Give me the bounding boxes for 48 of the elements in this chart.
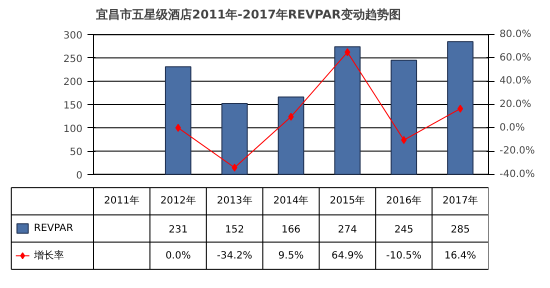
- legend-label: 增长率: [32, 249, 64, 262]
- x-tick-label: 2012年: [160, 194, 196, 207]
- data-label: 274: [338, 224, 357, 236]
- point: [401, 136, 407, 144]
- y2-tick-label: 60.0%: [500, 52, 532, 64]
- x-tick-label: 2015年: [330, 194, 366, 207]
- y2-tick-label: 0.0%: [500, 122, 525, 134]
- y-tick-label: 100: [63, 124, 83, 135]
- data-label: 64.9%: [332, 250, 364, 262]
- data-label: 166: [281, 224, 301, 236]
- y2-tick-label: -40.0%: [500, 168, 535, 180]
- data-label: 16.4%: [444, 250, 476, 262]
- y-tick-label: 200: [63, 77, 83, 88]
- data-label: 285: [450, 224, 470, 236]
- x-tick-label: 2011年: [104, 194, 140, 207]
- chart-title: 宜昌市五星级酒店2011年-2017年REVPAR变动趋势图: [96, 8, 401, 22]
- x-tick-label: 2014年: [273, 194, 309, 207]
- y-tick-label: 250: [63, 54, 83, 65]
- x-tick-label: 2016年: [386, 194, 422, 207]
- data-label: -10.5%: [386, 250, 422, 262]
- point: [232, 164, 238, 172]
- bar: [221, 103, 248, 175]
- point: [288, 112, 294, 121]
- y2-tick-label: 20.0%: [500, 98, 532, 110]
- y-tick-label: 50: [70, 147, 83, 158]
- y-tick-label: 150: [63, 100, 83, 112]
- data-label: 245: [394, 224, 414, 236]
- y2-tick-label: -20.0%: [500, 146, 535, 157]
- bar: [390, 60, 418, 175]
- x-tick-label: 2017年: [442, 194, 478, 207]
- y-tick-label: 300: [63, 30, 83, 42]
- bar: [334, 46, 361, 175]
- data-label: 0.0%: [165, 250, 191, 262]
- y-tick-label: 0: [76, 170, 83, 182]
- bar: [447, 41, 474, 175]
- data-label: 152: [225, 224, 244, 236]
- data-label: -34.2%: [216, 250, 252, 262]
- y2-tick-label: 80.0%: [500, 29, 532, 40]
- legend-label: REVPAR: [34, 223, 74, 234]
- point: [175, 124, 181, 132]
- bar: [278, 96, 304, 175]
- data-label: 9.5%: [278, 250, 304, 262]
- point: [457, 104, 464, 113]
- data-label: 231: [168, 224, 188, 236]
- point: [344, 48, 350, 56]
- bar: [164, 66, 192, 175]
- y2-tick-label: 40.0%: [500, 76, 532, 87]
- x-tick-label: 2013年: [216, 194, 252, 207]
